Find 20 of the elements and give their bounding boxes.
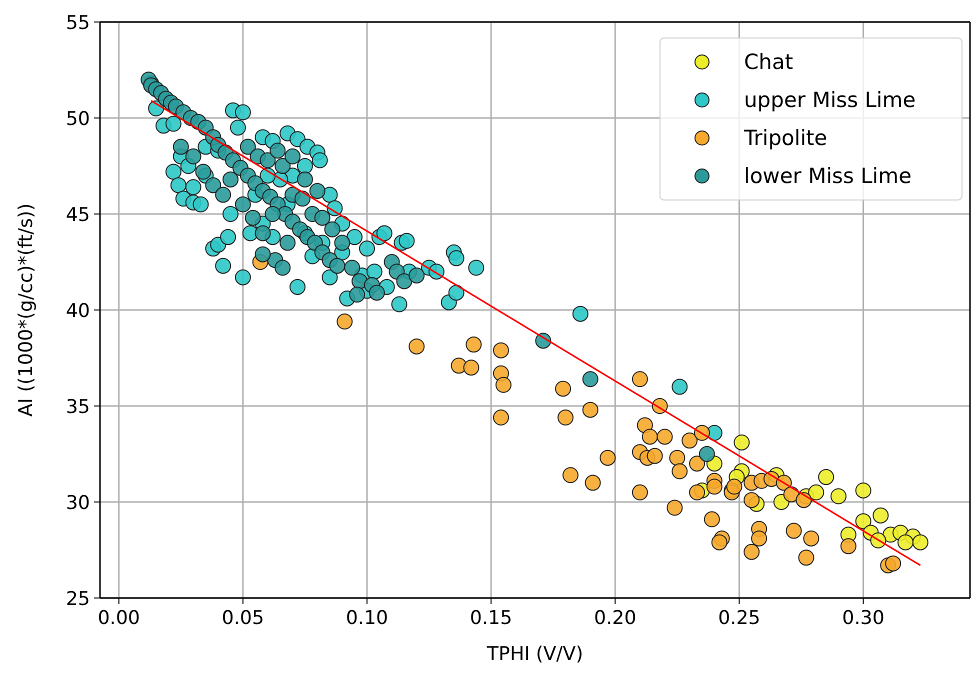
x-axis-title: TPHI (V/V)	[486, 643, 584, 665]
legend-label: Chat	[744, 50, 794, 74]
y-tick-label: 30	[66, 492, 90, 514]
x-tick-label: 0.15	[470, 607, 512, 629]
x-tick-label: 0.20	[594, 607, 636, 629]
y-tick-label: 45	[66, 204, 90, 226]
x-tick-label: 0.25	[718, 607, 760, 629]
x-tick-label: 0.05	[222, 607, 264, 629]
y-tick-label: 25	[66, 588, 90, 610]
y-tick-label: 40	[66, 300, 90, 322]
legend-label: upper Miss Lime	[744, 88, 916, 112]
x-tick-label: 0.00	[98, 607, 140, 629]
x-tick-label: 0.10	[346, 607, 388, 629]
legend-label: lower Miss Lime	[744, 164, 912, 188]
y-tick-label: 35	[66, 396, 90, 418]
y-axis-title: AI ((1000*(g/cc)*(ft/s))	[15, 203, 37, 417]
y-tick-label: 55	[66, 12, 90, 34]
x-tick-label: 0.30	[842, 607, 884, 629]
legend-label: Tripolite	[743, 126, 828, 150]
y-tick-label: 50	[66, 108, 90, 130]
